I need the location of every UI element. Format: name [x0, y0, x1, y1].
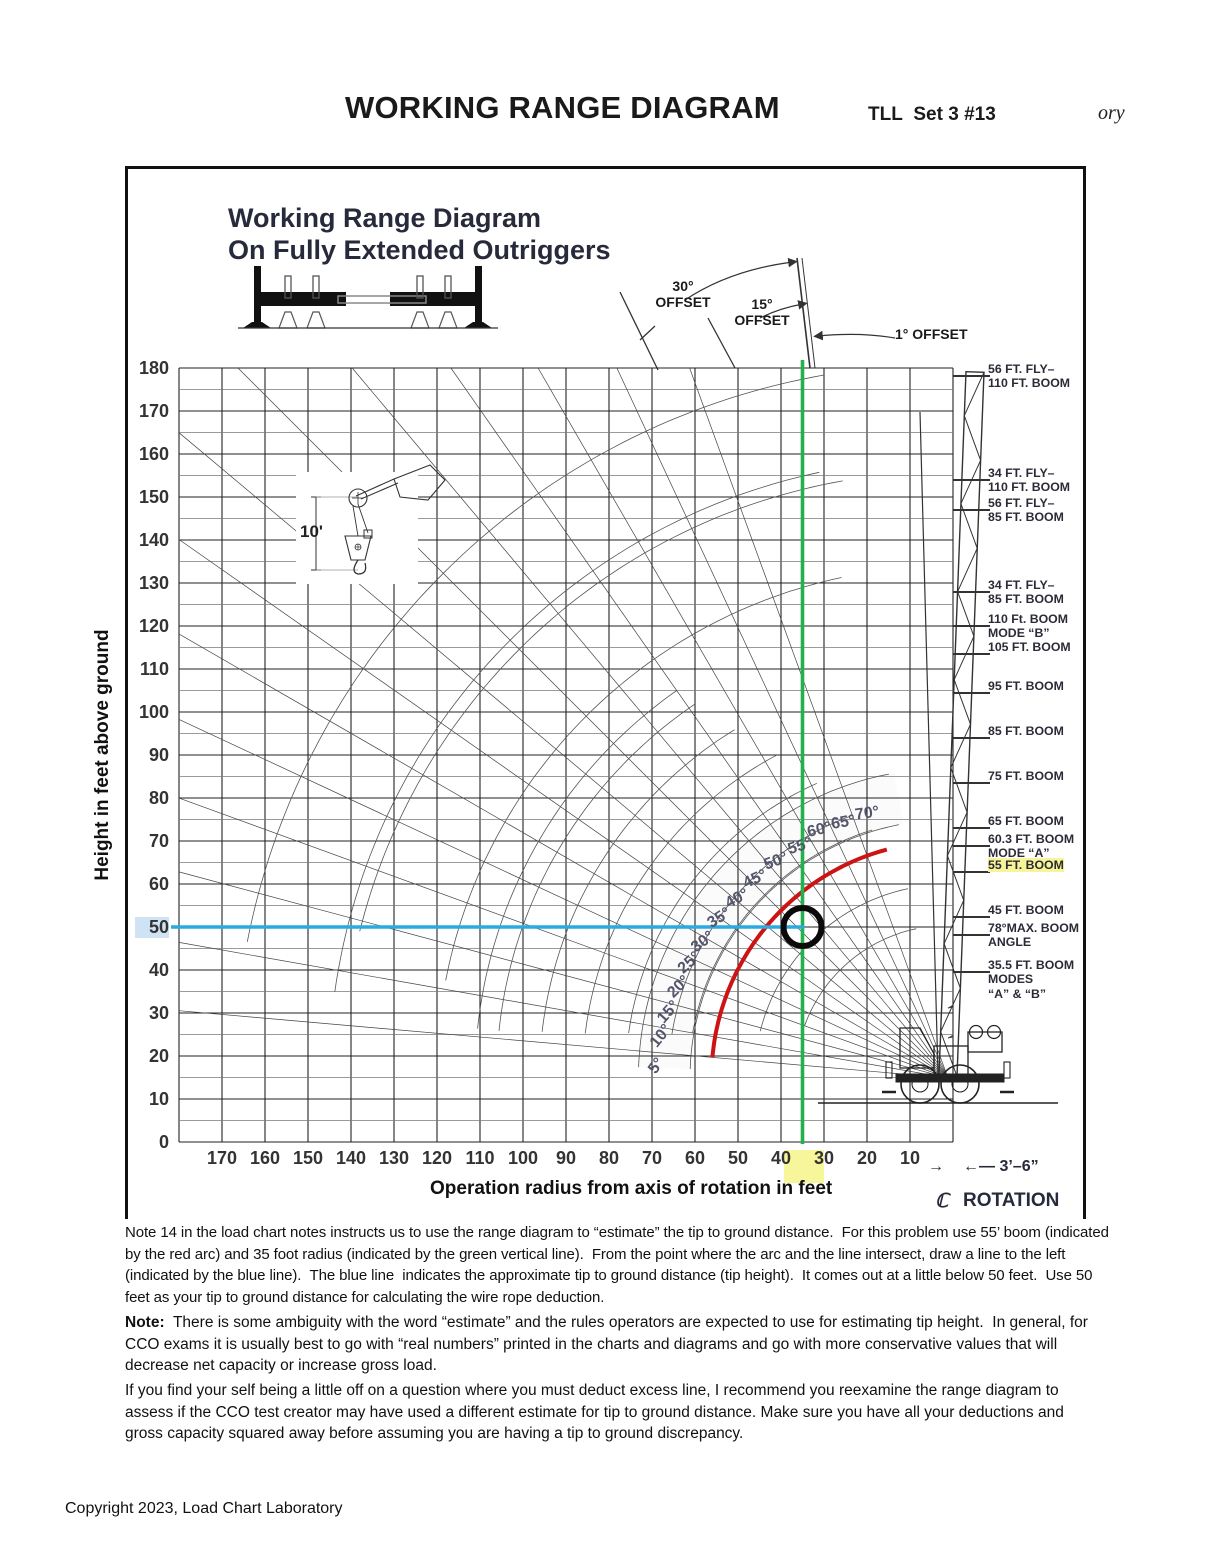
svg-text:70°: 70°: [854, 803, 880, 823]
